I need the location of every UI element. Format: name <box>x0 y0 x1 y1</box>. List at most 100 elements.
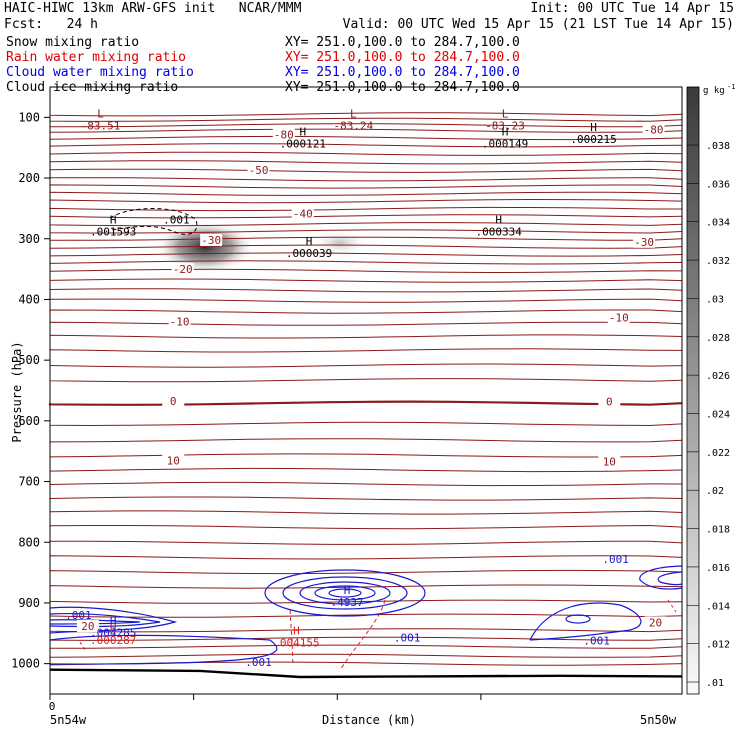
run-title: HAIC-HIWC 13km ARW-GFS init NCAR/MMM <box>4 1 302 16</box>
x-left-endpoint: 5n54w <box>50 713 87 727</box>
temperature-label-bg <box>291 207 314 220</box>
colorbar-tick-label: .014 <box>706 601 730 612</box>
temperature-contour-line <box>49 112 683 117</box>
forecast-hour: Fcst: 24 h <box>4 17 98 32</box>
temperature-contour-line <box>49 191 683 196</box>
extremum-value: .000149 <box>482 138 528 151</box>
extremum-mark: H <box>502 126 509 139</box>
temperature-contour-line <box>49 143 683 148</box>
colorbar-tick-label: .018 <box>706 525 730 536</box>
temperature-label: -80 <box>274 128 294 141</box>
temperature-contour-line <box>49 481 683 487</box>
y-tick-label: 100 <box>18 110 40 124</box>
extremum-mark: H <box>110 614 117 627</box>
extremum-value: .4937 <box>330 596 363 609</box>
y-tick-label: 900 <box>18 596 40 610</box>
temperature-contour-line <box>49 168 683 173</box>
temperature-contour-line <box>49 334 683 339</box>
field-rain-name: Rain water mixing ratio <box>6 50 187 65</box>
temperature-contour-line <box>49 278 683 283</box>
temperature-label-bg <box>642 123 665 136</box>
contour-value-label: .001 <box>394 632 421 645</box>
temperature-contour-line <box>49 348 683 353</box>
extremum-mark: L <box>350 107 357 120</box>
temperature-label-bg <box>171 263 194 276</box>
colorbar-ramp <box>686 86 700 695</box>
temperature-contour-line <box>49 229 683 234</box>
terrain-line <box>49 668 683 679</box>
temperature-label: 10 <box>603 456 616 469</box>
temperature-contour-line <box>49 510 683 515</box>
temperature-label-bg <box>168 315 191 328</box>
rain-contour <box>339 599 386 671</box>
temperature-contour-line <box>49 236 683 241</box>
ice-shading-main <box>155 221 255 273</box>
colorbar-unit-exponent: -1 <box>727 83 735 91</box>
cloud-water-contour <box>328 588 362 598</box>
temperature-contour-line <box>49 298 683 303</box>
plot-frame <box>49 86 683 695</box>
ice-shading-secondary <box>310 230 370 256</box>
cloud-water-contour <box>565 614 591 624</box>
extremum-value: .001593 <box>90 226 136 239</box>
temperature-contour-line <box>49 644 683 649</box>
temperature-contour-line <box>49 438 683 443</box>
temperature-label-bg <box>598 455 621 468</box>
y-tick-label: 400 <box>18 292 40 306</box>
temperature-contour-line <box>49 151 683 156</box>
temperature-contour-line <box>49 260 683 265</box>
extremum-value: -83.24 <box>333 119 373 132</box>
cloud-water-contour <box>299 581 391 605</box>
extremum-mark: H <box>590 121 597 134</box>
temperature-contour-line <box>48 400 683 406</box>
temperature-label: 20 <box>649 616 662 629</box>
temperature-label: -10 <box>609 312 629 325</box>
colorbar-tick-label: .038 <box>706 141 730 152</box>
temperature-contour-line <box>49 569 683 575</box>
colorbar-tick-label: .016 <box>706 563 730 574</box>
colorbar-tick-label: .022 <box>706 448 730 459</box>
field-snow-name: Snow mixing ratio <box>6 35 140 50</box>
temperature-contour-line <box>49 268 683 274</box>
temperature-contour-line <box>49 288 683 293</box>
x-axis-title: Distance (km) <box>322 713 416 727</box>
temperature-contour-line <box>49 467 683 473</box>
extremum-mark: H <box>293 625 300 638</box>
contour-value-label: .001 <box>583 635 610 648</box>
temperature-contour-line <box>49 184 683 189</box>
cloud-water-contour <box>264 569 426 617</box>
temperature-contour-line <box>49 244 683 249</box>
extremum-mark: H <box>344 584 351 597</box>
extremum-value: .000039 <box>286 247 332 260</box>
extremum-mark: L <box>502 107 509 120</box>
temperature-contour-line <box>49 206 682 212</box>
y-tick-label: 700 <box>18 475 40 489</box>
temperature-contour-line <box>49 653 683 658</box>
temperature-contour-line <box>49 496 683 501</box>
temperature-contour-line <box>49 453 683 458</box>
contour-value-label: .001 <box>245 656 272 669</box>
temperature-label-bg <box>247 164 270 177</box>
temperature-contour-line <box>49 252 683 257</box>
extremum-value: .000334 <box>476 226 523 239</box>
colorbar-tick-label: .03 <box>706 294 724 305</box>
extremum-mark: L <box>97 107 104 120</box>
extremum-value: -83.51 <box>81 119 121 132</box>
rain-contour <box>667 599 677 613</box>
plot-axes <box>44 86 683 700</box>
temperature-contour-line <box>49 117 683 122</box>
temperature-contour-line <box>49 540 683 545</box>
cloud-water-contour <box>639 565 683 590</box>
temperature-label: 0 <box>170 395 177 408</box>
contour-value-label: .001 <box>65 609 92 622</box>
temperature-contour-line <box>49 214 683 219</box>
temperature-label: 0 <box>606 395 613 408</box>
temperature-contour-line <box>49 123 683 128</box>
extremum-mark: H <box>110 214 117 227</box>
y-tick-label: 300 <box>18 232 40 246</box>
snow-contour <box>109 208 198 235</box>
temperature-label-bg <box>607 311 630 324</box>
colorbar-tick-label: .024 <box>706 410 730 421</box>
temperature-label-bg <box>162 394 185 407</box>
